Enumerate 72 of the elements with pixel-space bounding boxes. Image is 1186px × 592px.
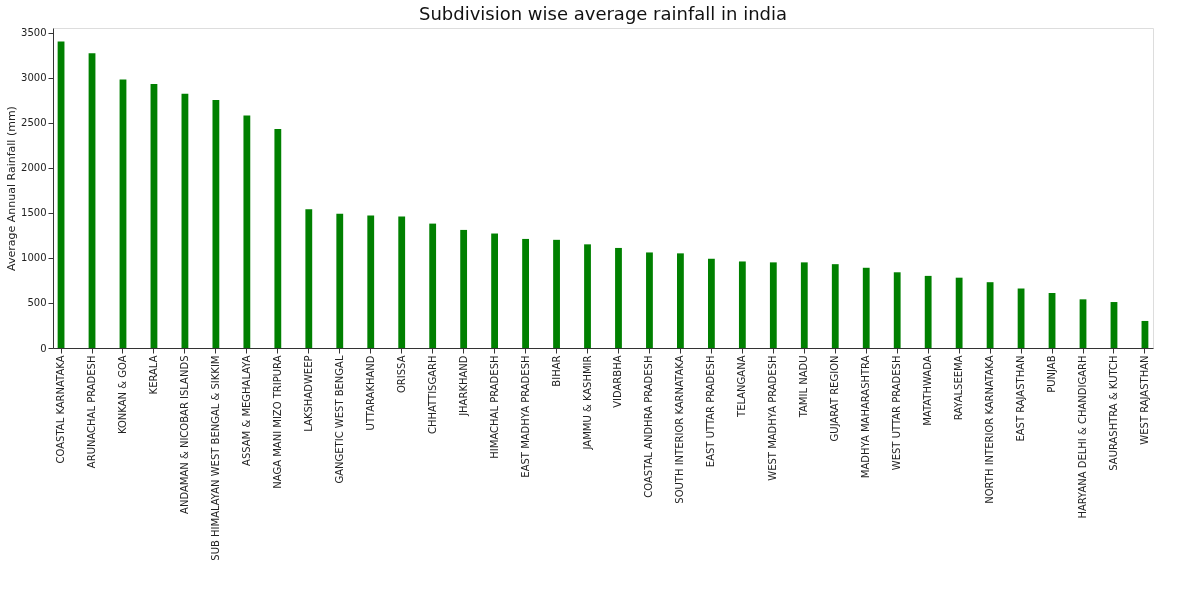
x-tick-label: JAMMU & KASHMIR xyxy=(581,355,593,451)
x-tick-label: ORISSA xyxy=(395,355,407,393)
x-tick-label: SAURASHTRA & KUTCH xyxy=(1107,355,1119,471)
y-tick-label: 3500 xyxy=(21,27,47,39)
bar xyxy=(584,244,591,348)
x-tick-label: MADHYA MAHARASHTRA xyxy=(860,355,872,479)
bar xyxy=(738,261,746,348)
bar xyxy=(831,264,839,348)
x-tick-label: KONKAN & GOA xyxy=(116,355,128,435)
bar xyxy=(522,238,529,348)
x-tick-label: WEST MADHYA PRADESH xyxy=(767,355,779,481)
x-tick-label: LAKSHADWEEP xyxy=(302,355,314,432)
x-tick-label: CHHATTISGARH xyxy=(426,355,438,434)
x-tick-label: MATATHWADA xyxy=(922,355,934,426)
x-tick-label: SOUTH INTERIOR KARNATAKA xyxy=(674,355,686,504)
bar xyxy=(274,128,282,348)
x-tick-label: HARYANA DELHI & CHANDIGARH xyxy=(1077,355,1089,519)
x-tick-label: PUNJAB xyxy=(1046,355,1058,393)
bar xyxy=(553,239,560,348)
bar xyxy=(243,115,251,348)
x-tick-label: TELANGANA xyxy=(736,355,748,418)
x-tick-label: TAMIL NADU xyxy=(798,355,810,419)
bar xyxy=(955,277,963,348)
bar xyxy=(336,213,344,348)
bar xyxy=(398,216,406,348)
y-tick-label: 1000 xyxy=(21,252,47,264)
x-tick-label: EAST MADHYA PRADESH xyxy=(519,355,531,478)
x-tick-label: SUB HIMALAYAN WEST BENGAL & SIKKIM xyxy=(209,355,221,561)
bar xyxy=(800,262,808,348)
x-tick-label: HIMACHAL PRADESH xyxy=(488,355,500,459)
x-tick-label: ASSAM & MEGHALAYA xyxy=(240,355,252,466)
x-tick-label: EAST RAJASTHAN xyxy=(1015,355,1027,442)
x-tick-label: WEST RAJASTHAN xyxy=(1138,355,1150,445)
x-tick-label: ARUNACHAL PRADESH xyxy=(86,355,98,469)
x-tick-label: UTTARAKHAND xyxy=(364,355,376,431)
bar xyxy=(707,258,715,348)
chart-title: Subdivision wise average rainfall in india xyxy=(418,2,788,24)
x-tick-label: GUJARAT REGION xyxy=(829,355,841,442)
bar xyxy=(212,100,220,348)
x-tick-label: BIHAR xyxy=(550,355,562,387)
y-tick-label: 1500 xyxy=(21,207,47,219)
y-tick-label: 0 xyxy=(40,342,47,354)
y-axis-title: Average Annual Rainfall (mm) xyxy=(5,106,19,271)
x-tick-label: EAST UTTAR PRADESH xyxy=(705,355,717,468)
bar xyxy=(769,262,777,348)
bar xyxy=(460,229,468,348)
bar xyxy=(862,267,870,348)
bar xyxy=(491,233,499,348)
y-tick-label: 500 xyxy=(27,297,47,309)
x-tick-label: ANDAMAN & NICOBAR ISLANDS xyxy=(178,355,190,514)
bar xyxy=(677,253,684,348)
x-tick-label: GANGETIC WEST BENGAL xyxy=(333,355,345,484)
x-tick-label: COASTAL ANDHRA PRADESH xyxy=(643,355,655,498)
x-tick-label: NAGA MANI MIZO TRIPURA xyxy=(271,355,283,489)
bar xyxy=(367,215,375,348)
y-tick-label: 2500 xyxy=(21,117,47,129)
x-tick-label: KERALA xyxy=(147,355,159,395)
bar xyxy=(924,275,932,348)
bar xyxy=(429,223,437,348)
bar xyxy=(893,272,901,348)
y-tick-label: 3000 xyxy=(21,72,47,84)
bar xyxy=(615,247,622,348)
y-tick-label: 2000 xyxy=(21,162,47,174)
x-tick-label: COASTAL KARNATAKA xyxy=(55,355,67,464)
x-tick-label: WEST UTTAR PRADESH xyxy=(891,355,903,471)
bar xyxy=(646,252,653,348)
x-tick-label: VIDARBHA xyxy=(612,355,624,408)
bar xyxy=(986,282,994,348)
bar xyxy=(305,209,313,348)
x-tick-label: JHARKHAND xyxy=(457,355,469,417)
x-tick-label: RAYALSEEMA xyxy=(953,355,965,421)
x-tick-label: NORTH INTERIOR KARNATAKA xyxy=(984,355,996,504)
